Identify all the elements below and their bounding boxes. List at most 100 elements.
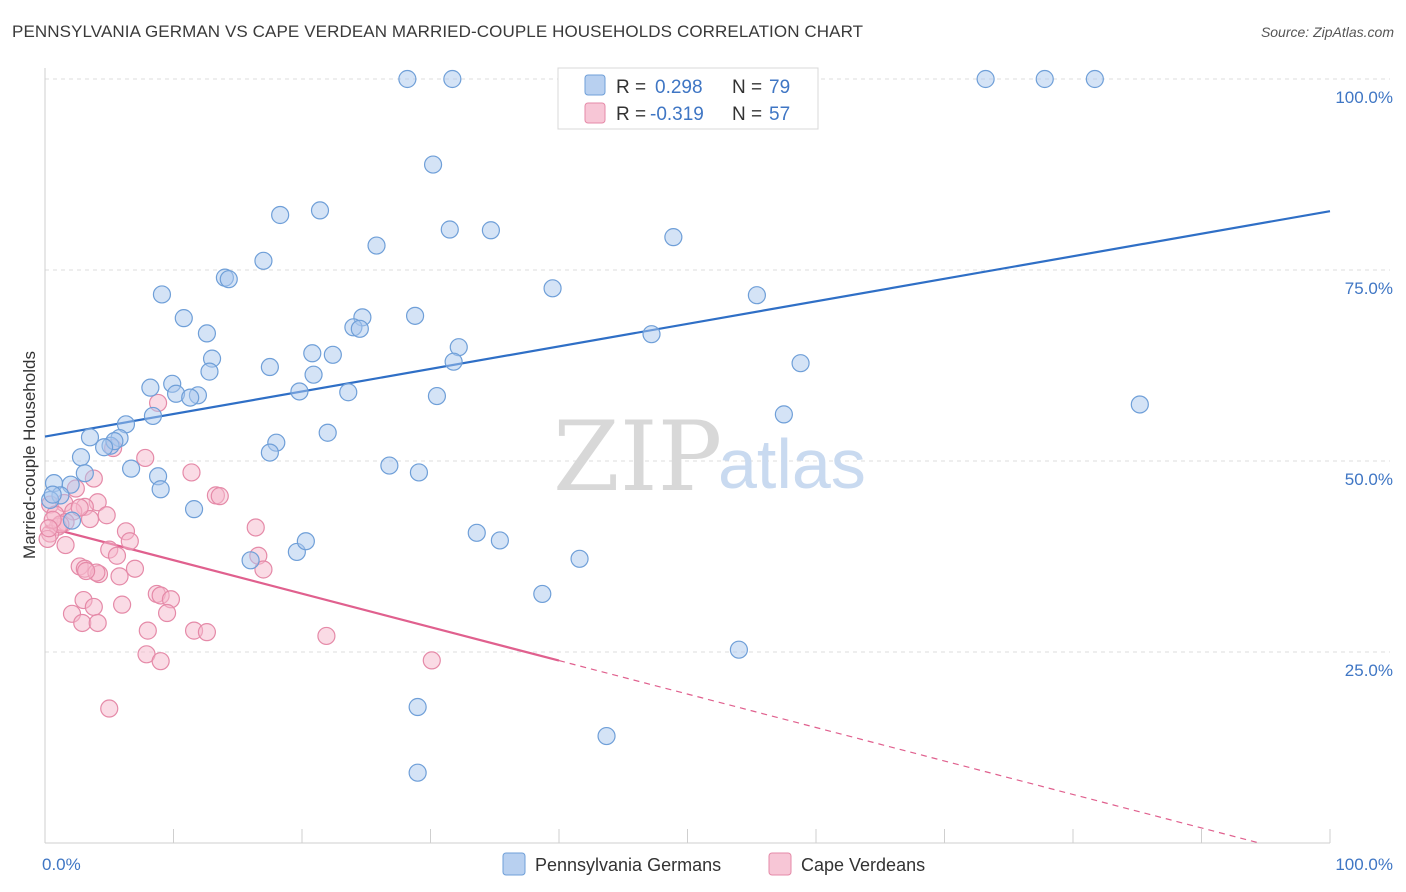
pennsylvania-german-point-18	[174, 309, 193, 328]
legend-r-value-blue: 0.298	[655, 77, 703, 98]
tick-labels: 25.0% 50.0% 75.0% 100.0% 0.0% 100.0%	[42, 88, 1393, 874]
pennsylvania-german-point-57	[409, 463, 429, 482]
legend-r-label-blue: R =	[616, 77, 646, 98]
y-tick-label-1: 50.0%	[1345, 470, 1393, 489]
pennsylvania-german-point-9	[481, 221, 500, 240]
cape-verdean-point-25	[107, 546, 127, 565]
series-legend: Pennsylvania Germans Cape Verdeans	[502, 852, 925, 876]
cape-verdean-point-11	[97, 506, 116, 525]
pennsylvania-german-point-55	[121, 459, 141, 478]
cape-verdean-point-43	[88, 613, 107, 633]
chart-title: PENNSYLVANIA GERMAN VS CAPE VERDEAN MARR…	[12, 22, 864, 41]
pennsylvania-german-point-12	[254, 251, 273, 270]
trend-line-0	[44, 210, 1331, 438]
watermark-atlas: atlas	[718, 425, 866, 503]
pennsylvania-german-point-70	[296, 532, 315, 551]
pennsylvania-german-point-24	[642, 325, 661, 344]
pennsylvania-german-point-26	[303, 344, 322, 363]
pennsylvania-german-point-4	[1085, 69, 1104, 89]
legend-n-value-blue: 79	[769, 77, 790, 98]
cape-verdean-point-49	[151, 652, 170, 671]
trend-lines	[44, 210, 1331, 844]
legend-r-label-pink: R =	[616, 104, 646, 125]
pennsylvania-german-point-67	[490, 531, 509, 550]
pennsylvania-german-point-30	[260, 357, 279, 377]
pennsylvania-german-point-32	[200, 362, 219, 381]
pennsylvania-german-point-54	[71, 448, 91, 467]
pennsylvania-german-point-75	[597, 726, 616, 746]
cape-verdean-point-38	[84, 597, 103, 617]
legend-r-value-pink: -0.319	[650, 104, 704, 125]
pennsylvania-german-point-44	[143, 406, 163, 426]
correlation-legend: R = 0.298 N = 79 R = -0.319 N = 57	[557, 67, 819, 130]
cape-verdean-point-3	[182, 463, 201, 482]
series-legend-label-pink: Cape Verdeans	[801, 855, 925, 875]
pennsylvania-german-point-33	[304, 365, 323, 384]
series-legend-label-blue: Pennsylvania Germans	[535, 855, 721, 875]
pennsylvania-german-points	[41, 69, 1149, 782]
pennsylvania-german-point-14	[219, 270, 238, 289]
pennsylvania-german-point-15	[543, 279, 562, 298]
pennsylvania-german-point-46	[380, 456, 399, 475]
pennsylvania-german-point-17	[747, 286, 766, 305]
cape-verdean-point-22	[56, 535, 75, 555]
legend-n-label-pink: N =	[732, 104, 762, 125]
pennsylvania-german-point-73	[729, 640, 749, 659]
source-credit: Source: ZipAtlas.com	[1260, 24, 1394, 40]
pennsylvania-german-point-31	[791, 354, 810, 373]
pennsylvania-german-point-47	[318, 423, 337, 442]
pennsylvania-german-point-8	[440, 220, 459, 239]
pennsylvania-german-point-48	[80, 428, 100, 447]
pennsylvania-german-point-37	[427, 386, 447, 406]
pennsylvania-german-point-63	[151, 480, 170, 499]
y-axis-label: Married-couple Households	[20, 351, 39, 559]
axes	[44, 68, 1331, 844]
cape-verdean-point-46	[197, 623, 217, 642]
cape-verdean-point-14	[80, 509, 100, 529]
pennsylvania-german-point-11	[367, 236, 386, 255]
x-tick-label-1: 100.0%	[1335, 855, 1393, 874]
pennsylvania-german-point-56	[260, 443, 279, 462]
cape-verdean-point-33	[254, 560, 273, 579]
legend-n-label-blue: N =	[732, 77, 762, 98]
y-tick-label-3: 100.0%	[1335, 88, 1393, 107]
pennsylvania-german-point-41	[181, 388, 200, 407]
watermark: ZIP atlas	[553, 401, 866, 513]
pennsylvania-german-point-53	[95, 438, 114, 457]
pennsylvania-german-point-20	[405, 306, 425, 325]
cape-verdean-point-50	[422, 651, 441, 670]
cape-verdean-point-21	[246, 518, 265, 537]
cape-verdean-point-40	[157, 603, 177, 623]
watermark-zip: ZIP	[553, 401, 722, 513]
pennsylvania-german-point-35	[339, 383, 358, 402]
x-tick-label-0: 0.0%	[42, 855, 81, 874]
cape-verdean-point-44	[138, 621, 157, 640]
pennsylvania-german-point-39	[141, 378, 160, 397]
pennsylvania-german-point-23	[197, 324, 217, 343]
pennsylvania-german-point-72	[533, 584, 552, 604]
pennsylvania-german-point-7	[271, 205, 290, 225]
pennsylvania-german-point-36	[290, 382, 309, 401]
pennsylvania-german-point-5	[423, 155, 443, 174]
series-legend-swatch-pink	[768, 852, 792, 876]
pennsylvania-german-point-43	[1130, 395, 1149, 414]
y-tick-label-0: 25.0%	[1345, 661, 1393, 680]
pennsylvania-german-point-71	[570, 549, 589, 568]
pennsylvania-german-point-68	[467, 523, 486, 542]
cape-verdean-point-2	[136, 448, 155, 468]
trend-line-ext-1	[558, 660, 1260, 844]
cape-verdean-point-42	[73, 613, 92, 633]
pennsylvania-german-point-1	[443, 69, 462, 89]
pennsylvania-german-point-42	[774, 405, 793, 424]
pennsylvania-german-point-76	[408, 763, 427, 782]
pennsylvania-german-point-61	[75, 464, 94, 483]
pennsylvania-german-point-16	[152, 285, 172, 304]
pennsylvania-german-point-10	[664, 228, 683, 247]
legend-swatch-blue	[584, 74, 606, 96]
series-legend-swatch-blue	[502, 852, 526, 876]
pennsylvania-german-point-65	[184, 500, 204, 519]
legend-n-value-pink: 57	[769, 104, 790, 125]
cape-verdean-point-23	[120, 532, 139, 551]
pennsylvania-german-point-77	[241, 551, 260, 570]
